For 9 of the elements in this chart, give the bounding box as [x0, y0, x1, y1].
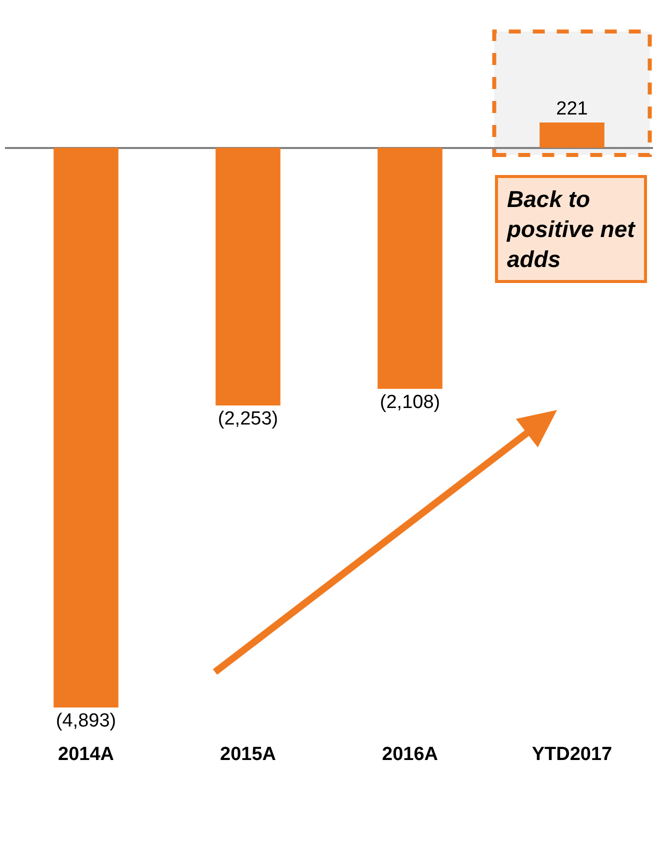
- x-tick-label: 2014A: [58, 744, 114, 765]
- data-label: (4,893): [56, 710, 116, 732]
- annotation: Back to positive net adds: [506, 186, 636, 272]
- x-tick-label: 2015A: [220, 744, 276, 765]
- data-label: (2,253): [218, 408, 278, 430]
- x-tick-label: YTD2017: [532, 744, 612, 765]
- x-tick-label: 2016A: [382, 744, 438, 765]
- data-label: (2,108): [380, 392, 440, 413]
- data-label: 221: [556, 98, 588, 120]
